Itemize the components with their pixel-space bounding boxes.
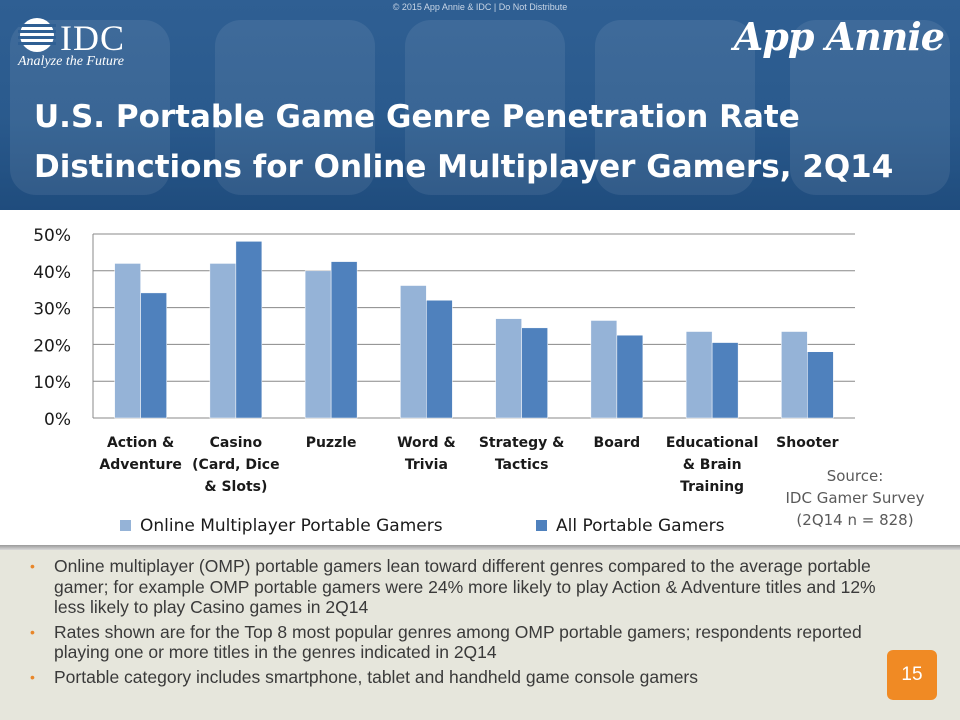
y-tick-label: 10% bbox=[33, 373, 71, 393]
notes-panel bbox=[0, 550, 960, 720]
legend-item-omp: Online Multiplayer Portable Gamers bbox=[120, 516, 443, 536]
app-annie-logo: App Annie bbox=[733, 14, 945, 59]
x-tick-label: Educational bbox=[666, 435, 759, 451]
x-tick-label: Casino bbox=[210, 435, 263, 451]
source-note: Source: IDC Gamer Survey (2Q14 n = 828) bbox=[770, 465, 940, 531]
source-line-1: Source: bbox=[826, 467, 884, 485]
x-tick-label: Tactics bbox=[495, 457, 549, 473]
x-tick-label: (Card, Dice bbox=[192, 457, 279, 473]
bar-chart: 0% 10% 20% 30% 40% 50% Action & Adventure Casino… bbox=[33, 226, 855, 495]
title-line-2: Distinctions for Online Multiplayer Game… bbox=[34, 149, 894, 185]
y-tick-label: 30% bbox=[33, 300, 71, 320]
page-number-badge: 15 bbox=[887, 650, 937, 700]
bar-all bbox=[426, 299, 453, 419]
x-tick-label: Word & bbox=[397, 435, 456, 451]
x-tick-label: Trivia bbox=[405, 457, 448, 473]
note-text: Online multiplayer (OMP) portable gamers… bbox=[54, 556, 876, 617]
y-tick-label: 50% bbox=[33, 226, 71, 246]
header-banner: © 2015 App Annie & IDC | Do Not Distribu… bbox=[0, 0, 960, 210]
background-tile bbox=[405, 20, 565, 195]
legend-swatch-all bbox=[536, 520, 547, 531]
bar-all bbox=[235, 241, 263, 419]
idc-logo: IDC Analyze the Future bbox=[18, 12, 148, 74]
note-item: • Rates shown are for the Top 8 most popu… bbox=[30, 622, 880, 663]
idc-tagline: Analyze the Future bbox=[18, 54, 125, 69]
x-tick-label: & Slots) bbox=[204, 479, 267, 495]
source-line-2: IDC Gamer Survey bbox=[785, 489, 925, 507]
background-tile bbox=[595, 20, 755, 195]
note-item: • Online multiplayer (OMP) portable gamer… bbox=[30, 556, 880, 618]
copyright-notice: © 2015 App Annie & IDC | Do Not Distribu… bbox=[392, 2, 568, 12]
bar-all bbox=[807, 351, 834, 419]
idc-globe-icon bbox=[18, 18, 56, 52]
background-tile bbox=[215, 20, 375, 195]
x-tick-label: & Brain bbox=[683, 457, 742, 473]
bar-omp bbox=[685, 331, 713, 419]
x-tick-label: Adventure bbox=[99, 457, 182, 473]
title-line-1: U.S. Portable Game Genre Penetration Rat… bbox=[34, 99, 800, 135]
bar-all bbox=[140, 292, 167, 419]
bar-omp bbox=[781, 331, 808, 419]
page-title: U.S. Portable Game Genre Penetration Rat… bbox=[34, 92, 934, 192]
bar-omp bbox=[400, 285, 427, 419]
y-tick-label: 0% bbox=[44, 410, 71, 430]
x-tick-label: Shooter bbox=[776, 435, 838, 451]
bullet-marker: • bbox=[30, 668, 35, 685]
background-tile bbox=[790, 20, 950, 195]
bullet-marker: • bbox=[30, 558, 35, 574]
bar-all bbox=[521, 327, 548, 419]
notes-list: • Online multiplayer (OMP) portable gamer… bbox=[30, 556, 880, 691]
y-tick-label: 20% bbox=[33, 336, 71, 356]
note-text: Portable category includes smartphone, t… bbox=[54, 666, 699, 687]
x-tick-label: Board bbox=[594, 435, 641, 451]
bullet-marker: • bbox=[30, 623, 35, 640]
legend-item-all: All Portable Gamers bbox=[536, 516, 724, 536]
y-tick-label: 40% bbox=[33, 263, 71, 283]
bar-all bbox=[711, 342, 739, 419]
idc-wordmark: IDC bbox=[60, 18, 125, 58]
bar-omp bbox=[209, 263, 237, 419]
source-line-3: (2Q14 n = 828) bbox=[796, 511, 914, 529]
bar-omp bbox=[114, 263, 141, 419]
bar-omp bbox=[495, 318, 522, 419]
bar-omp bbox=[304, 270, 332, 419]
x-tick-label: Strategy & bbox=[479, 435, 565, 451]
section-divider bbox=[0, 545, 960, 550]
note-item: • Portable category includes smartphone, … bbox=[30, 667, 880, 688]
bar-all bbox=[330, 261, 358, 419]
legend-label-omp: Online Multiplayer Portable Gamers bbox=[140, 516, 443, 536]
legend-swatch-omp bbox=[120, 520, 131, 531]
bar-all bbox=[616, 334, 644, 419]
bar-omp bbox=[590, 320, 618, 419]
x-tick-label: Training bbox=[680, 479, 744, 495]
legend-label-all: All Portable Gamers bbox=[556, 516, 725, 536]
x-tick-label: Puzzle bbox=[306, 435, 357, 451]
note-text: Rates shown are for the Top 8 most popul… bbox=[54, 621, 862, 663]
x-tick-label: Action & bbox=[107, 435, 174, 451]
